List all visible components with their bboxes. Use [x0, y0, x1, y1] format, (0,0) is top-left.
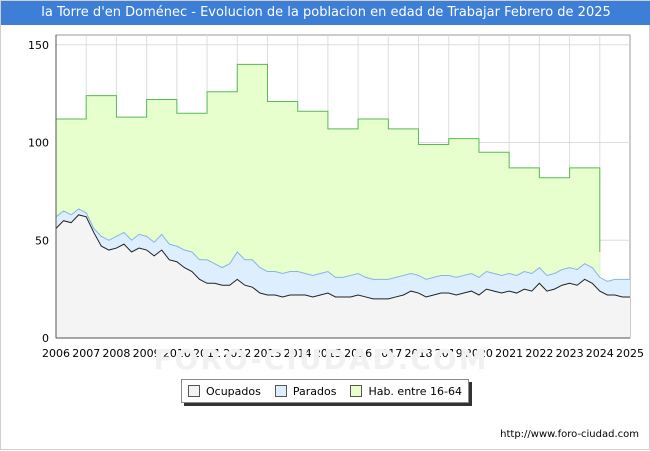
y-tick-label: 150	[28, 39, 49, 52]
x-tick-label: 2019	[435, 347, 463, 360]
legend-swatch-hab	[350, 385, 363, 397]
legend-item-parados: Parados	[274, 384, 337, 398]
x-tick-label: 2013	[253, 347, 281, 360]
legend-item-hab: Hab. entre 16-64	[350, 385, 462, 398]
series-area-ocupados	[56, 214, 630, 338]
legend-swatch-ocupados	[187, 385, 200, 397]
x-tick-label: 2008	[102, 347, 130, 360]
x-tick-label: 2014	[284, 347, 312, 360]
legend-swatch-parados	[274, 385, 287, 397]
legend-label-parados: Parados	[292, 384, 337, 398]
legend-item-ocupados: Ocupados	[187, 384, 261, 398]
y-tick-label: 100	[28, 137, 49, 150]
x-tick-label: 2006	[42, 347, 70, 360]
y-tick-label: 0	[42, 332, 49, 345]
chart-legend: Ocupados Parados Hab. entre 16-64	[181, 379, 469, 403]
x-tick-label: 2023	[556, 347, 584, 360]
legend-label-hab: Hab. entre 16-64	[368, 384, 462, 398]
series-line-hab	[56, 63, 601, 252]
x-tick-label: 2021	[495, 347, 523, 360]
x-tick-label: 2010	[163, 347, 191, 360]
chart-title: la Torre d'en Doménec - Evolucion de la …	[1, 1, 650, 25]
x-tick-label: 2015	[314, 347, 342, 360]
footer-url: http://www.foro-ciudad.com	[500, 429, 639, 440]
x-tick-label: 2009	[133, 347, 161, 360]
watermark: FORO-CIUDAD.COM	[153, 343, 489, 376]
x-tick-label: 2020	[465, 347, 493, 360]
x-tick-label: 2012	[223, 347, 251, 360]
x-tick-label: 2016	[344, 347, 372, 360]
x-tick-label: 2022	[525, 347, 553, 360]
x-tick-label: 2007	[72, 347, 100, 360]
x-tick-label: 2024	[586, 347, 614, 360]
series-line-ocupados	[55, 214, 630, 300]
x-tick-label: 2017	[374, 347, 402, 360]
x-tick-label: 2018	[405, 347, 433, 360]
y-tick-label: 50	[35, 234, 49, 247]
x-tick-label: 2011	[193, 347, 221, 360]
legend-label-ocupados: Ocupados	[205, 384, 261, 398]
x-tick-label: 2025	[616, 347, 644, 360]
series-line-parados	[55, 208, 630, 282]
